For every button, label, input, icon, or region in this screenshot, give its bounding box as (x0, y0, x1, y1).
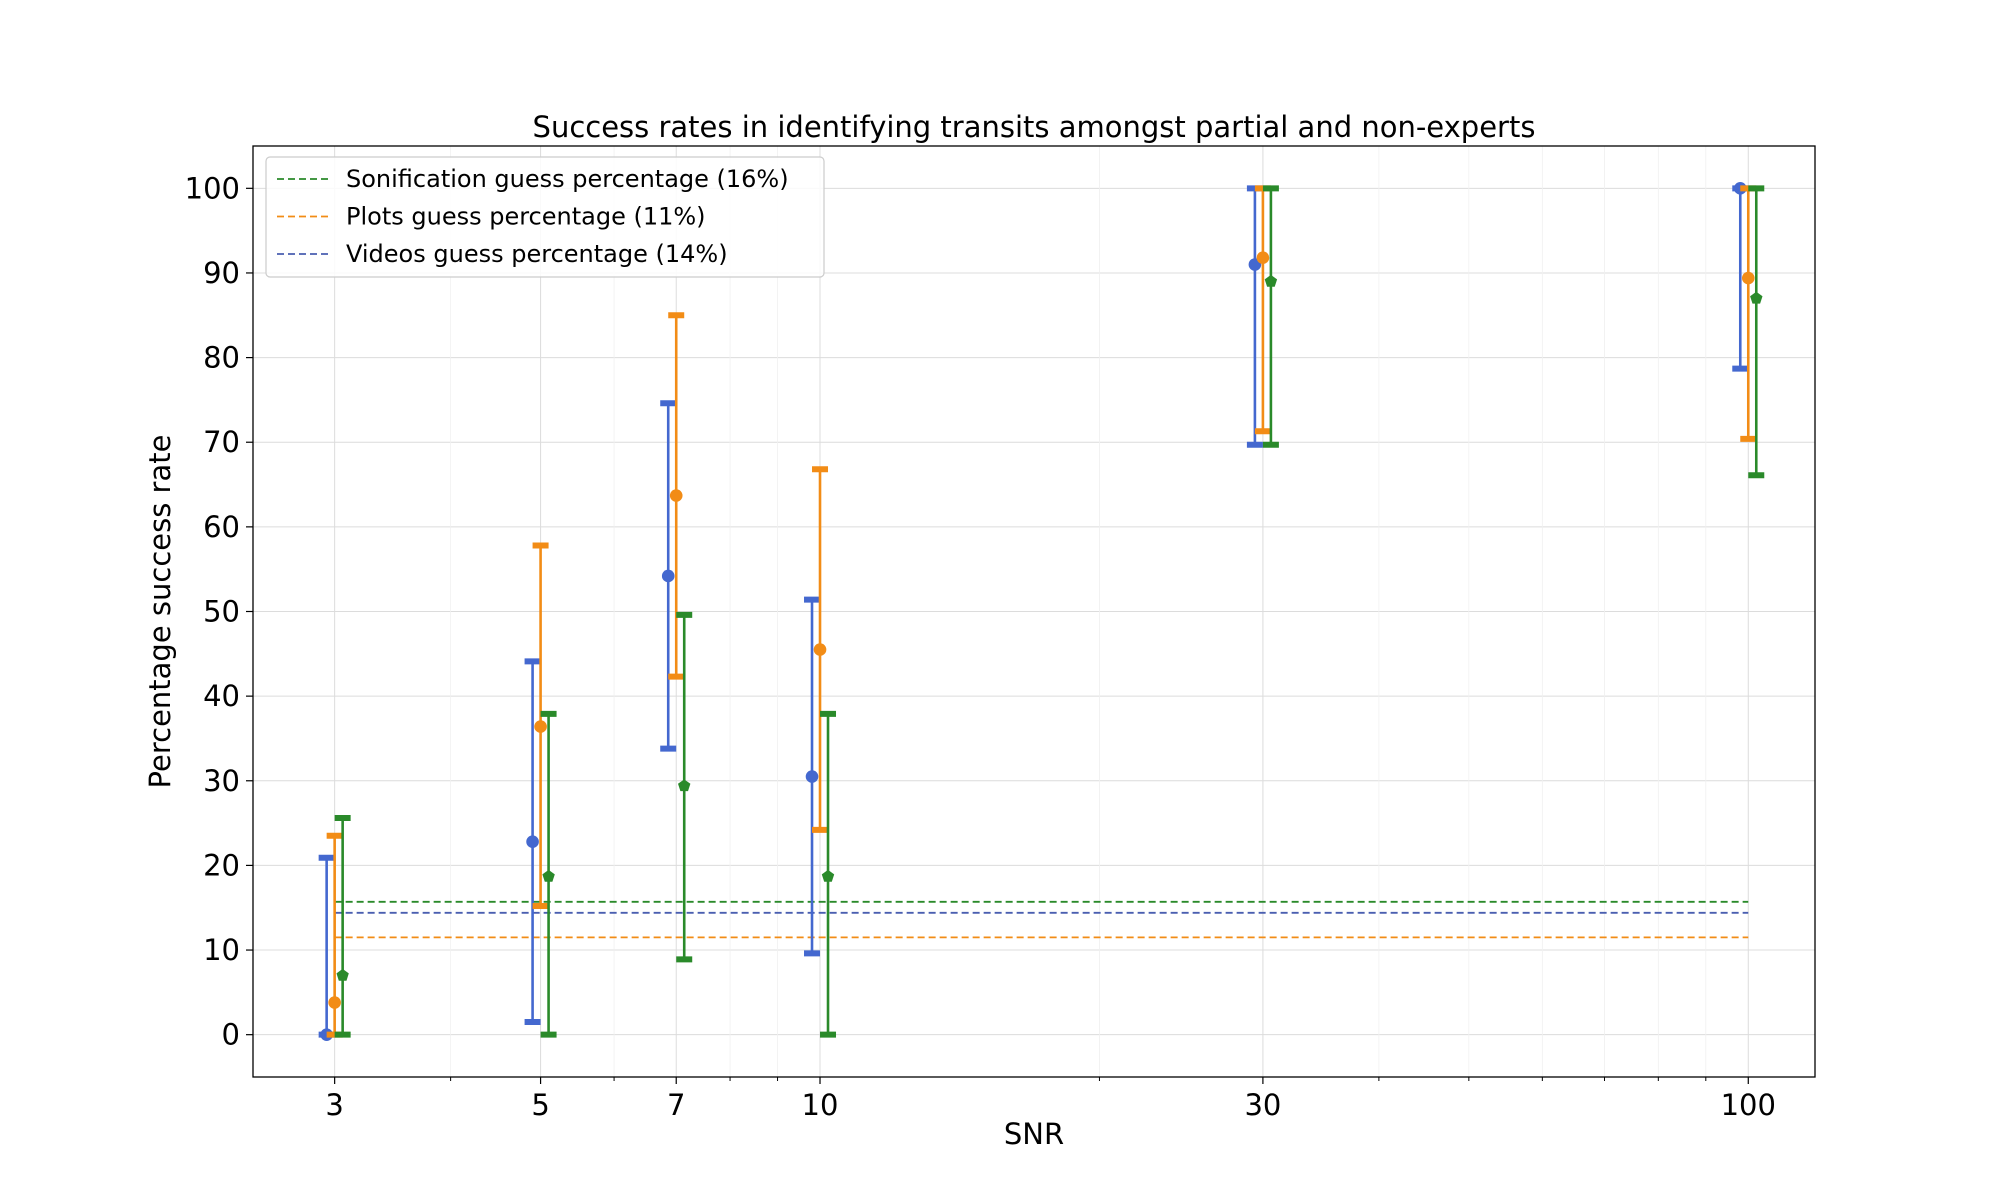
data-point (542, 869, 555, 882)
data-point (526, 835, 539, 849)
data-point (328, 996, 341, 1009)
y-tick-label: 100 (185, 171, 240, 205)
axis-ticks: 0 10 20 30 40 50 60 70 80 90 100 3 5 7 10 30 100 (185, 171, 1776, 1122)
legend: Sonification guess percentage (16%) Plots… (265, 156, 825, 278)
y-tick-label: 40 (203, 679, 240, 713)
data-point (1741, 271, 1755, 285)
data-point (678, 779, 691, 792)
legend-label: Videos guess percentage (14%) (346, 240, 728, 268)
data-point (336, 968, 349, 981)
y-tick-label: 10 (203, 933, 240, 967)
y-tick-label: 20 (203, 848, 240, 882)
y-tick-label: 70 (203, 425, 240, 459)
x-tick-label: 7 (667, 1088, 685, 1122)
data-point (821, 869, 835, 882)
x-tick-label: 10 (802, 1088, 839, 1122)
x-tick-label: 5 (531, 1088, 549, 1122)
chart-title: Success rates in identifying transits am… (533, 110, 1536, 144)
y-tick-label: 50 (203, 595, 240, 629)
y-tick-label: 90 (203, 256, 240, 290)
guess-lines (334, 900, 1749, 939)
data-point (805, 770, 819, 783)
y-tick-label: 60 (203, 510, 240, 544)
y-axis-label: Percentage success rate (143, 435, 177, 789)
x-tick-label: 100 (1721, 1088, 1776, 1122)
data-point (661, 569, 675, 583)
legend-box (265, 156, 825, 278)
data-point (1256, 251, 1270, 265)
legend-label: Plots guess percentage (11%) (346, 203, 706, 231)
y-tick-label: 0 (222, 1018, 240, 1052)
legend-label: Sonification guess percentage (16%) (346, 165, 789, 193)
y-tick-label: 80 (203, 341, 240, 375)
x-axis-label: SNR (1004, 1117, 1064, 1151)
data-point (1264, 274, 1278, 287)
data-point (813, 643, 827, 656)
data-point (669, 489, 683, 502)
x-tick-label: 3 (325, 1088, 343, 1122)
data-point (1750, 291, 1763, 304)
data-marks (318, 182, 1765, 1041)
x-tick-label: 30 (1244, 1088, 1281, 1122)
y-tick-label: 30 (203, 764, 240, 798)
data-point (534, 720, 547, 733)
